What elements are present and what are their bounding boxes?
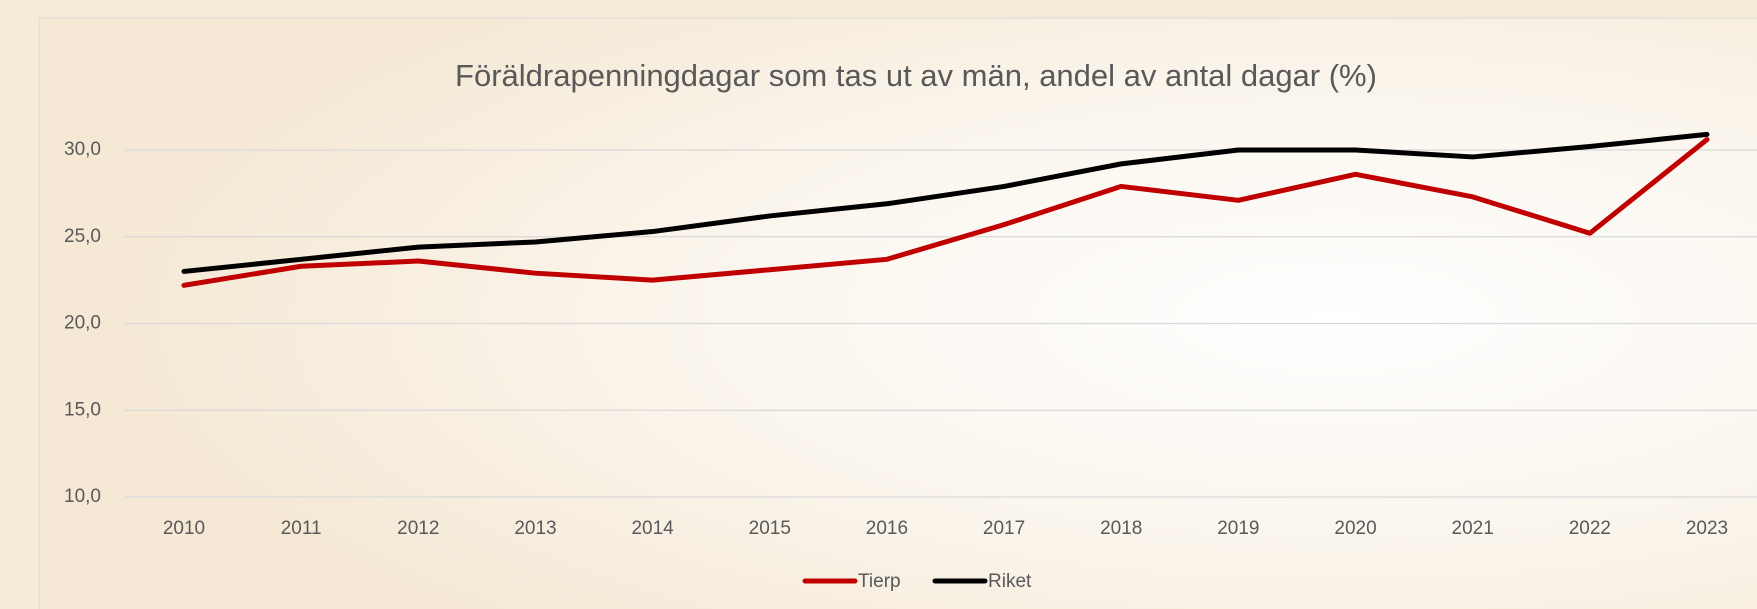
x-tick-label: 2016 bbox=[866, 518, 908, 539]
x-tick-label: 2012 bbox=[397, 518, 439, 539]
y-tick-label: 30,0 bbox=[64, 139, 101, 160]
legend-label: Tierp bbox=[858, 571, 901, 592]
x-tick-label: 2013 bbox=[514, 518, 556, 539]
y-tick-label: 25,0 bbox=[64, 226, 101, 247]
chart: Föräldrapenningdagar som tas ut av män, … bbox=[0, 0, 1757, 609]
x-tick-label: 2017 bbox=[983, 518, 1025, 539]
x-tick-label: 2019 bbox=[1217, 518, 1259, 539]
y-tick-label: 20,0 bbox=[64, 313, 101, 334]
x-tick-label: 2021 bbox=[1452, 518, 1494, 539]
x-tick-label: 2022 bbox=[1569, 518, 1611, 539]
x-tick-label: 2014 bbox=[631, 518, 674, 539]
x-tick-label: 2020 bbox=[1334, 518, 1376, 539]
x-tick-label: 2015 bbox=[749, 518, 791, 539]
x-tick-label: 2011 bbox=[281, 518, 322, 539]
x-tick-label: 2018 bbox=[1100, 518, 1142, 539]
x-tick-label: 2023 bbox=[1686, 518, 1728, 539]
legend-label: Riket bbox=[988, 571, 1032, 592]
x-tick-label: 2010 bbox=[163, 518, 205, 539]
y-tick-label: 10,0 bbox=[64, 486, 101, 507]
y-tick-label: 15,0 bbox=[64, 399, 101, 420]
chart-title: Föräldrapenningdagar som tas ut av män, … bbox=[455, 58, 1377, 93]
